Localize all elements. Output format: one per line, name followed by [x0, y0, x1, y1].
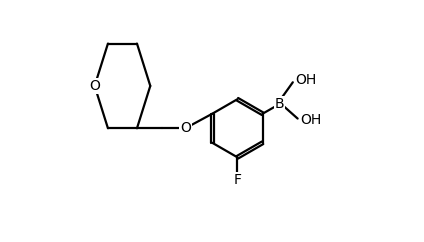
Text: F: F [233, 173, 241, 187]
Text: OH: OH [295, 73, 316, 87]
Text: OH: OH [300, 113, 321, 127]
Text: O: O [180, 121, 191, 135]
Text: O: O [89, 79, 100, 93]
Text: B: B [275, 97, 285, 111]
